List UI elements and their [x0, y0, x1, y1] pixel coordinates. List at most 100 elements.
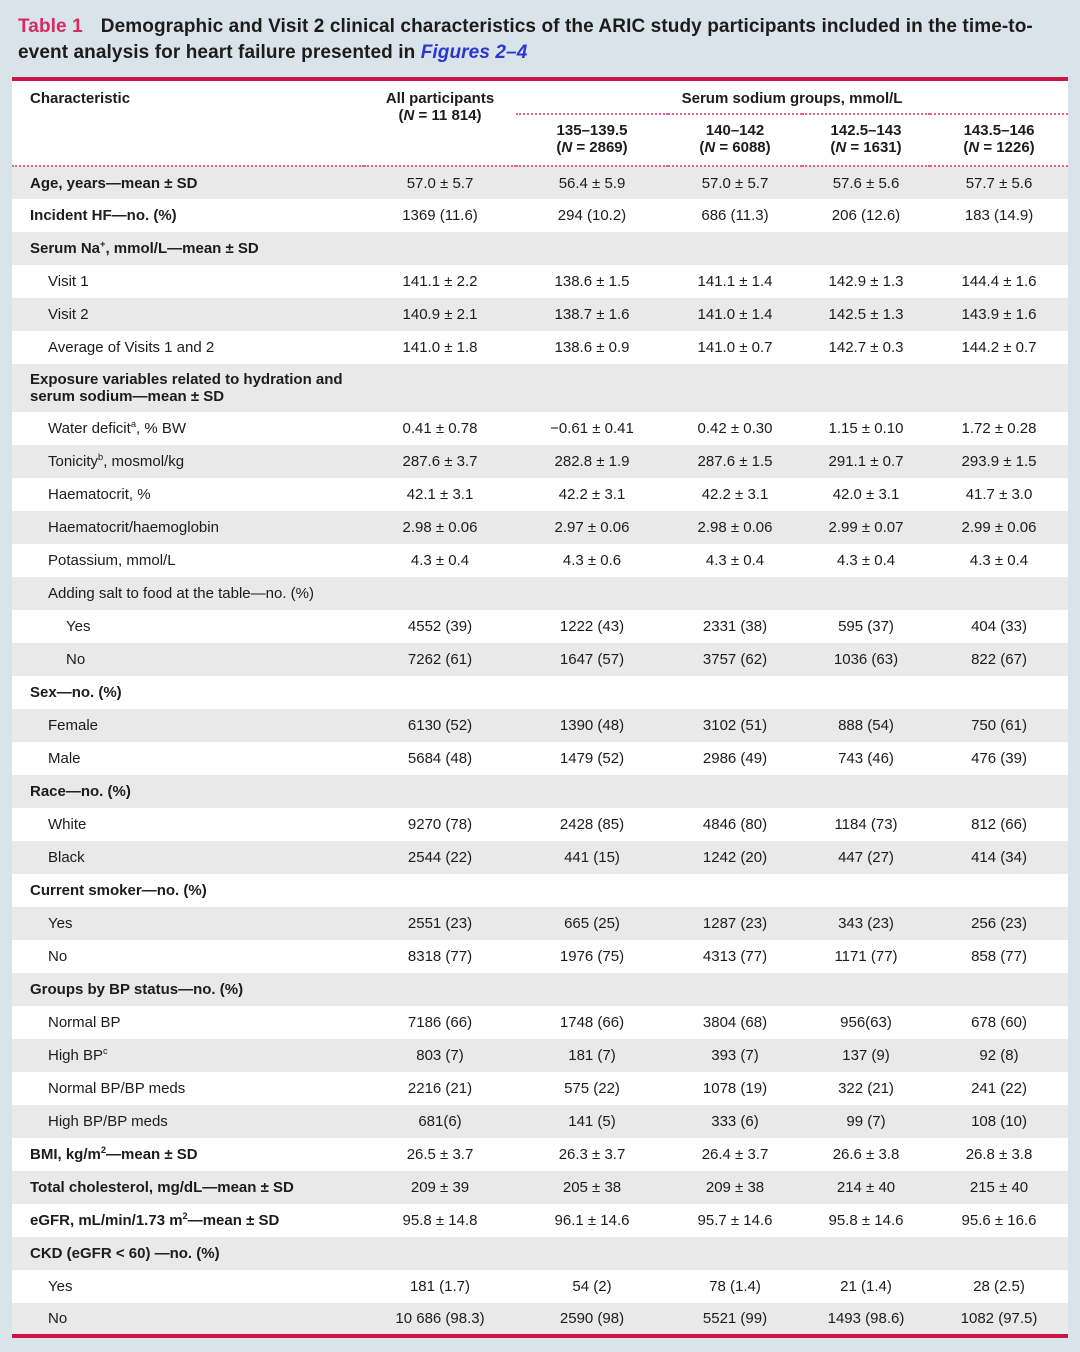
label-superscript: 2 — [100, 1145, 107, 1156]
row-label: Black — [48, 849, 85, 867]
value-cell: 1479 (52) — [559, 750, 625, 768]
value-cell: 2551 (23) — [407, 915, 473, 933]
table-body: Age, years—mean ± SD 57.0 ± 5.7 56.4 ± 5.9… — [12, 166, 1069, 1337]
value-cell: 28 (2.5) — [973, 1278, 1025, 1296]
value-cell: 1036 (63) — [833, 651, 899, 669]
table-row: No 10 686 (98.3) 2590 (98) 5521 (99) 1493 (9… — [12, 1303, 1069, 1337]
value-cell: 4.3 ± 0.4 — [836, 552, 896, 570]
table-row: Sex—no. (%) — [12, 676, 1068, 709]
column-header-group-3: 142.5–143 (N = 1631) — [802, 114, 930, 168]
value-cell: 956(63) — [840, 1014, 892, 1032]
value-cell: 1078 (19) — [702, 1080, 768, 1098]
table-row: Total cholesterol, mg/dL—mean ± SD 209 ± … — [12, 1171, 1069, 1205]
value-cell: 4.3 ± 0.4 — [969, 552, 1029, 570]
value-cell: 686 (11.3) — [701, 207, 769, 225]
label-superscript: c — [103, 1046, 108, 1057]
value-cell: 812 (66) — [971, 816, 1027, 834]
table-row: White 9270 (78) 2428 (85) 4846 (80) 1184 (73… — [12, 808, 1068, 841]
value-cell: 5684 (48) — [407, 750, 473, 768]
table-row: Potassium, mmol/L 4.3 ± 0.4 4.3 ± 0.6 4.3 ±… — [12, 544, 1068, 577]
value-cell: 141.1 ± 2.2 — [402, 273, 478, 291]
label-superscript: + — [100, 239, 106, 250]
value-cell: 9270 (78) — [407, 816, 473, 834]
table-row: Yes 4552 (39) 1222 (43) 2331 (38) 595 (37) 40… — [12, 610, 1068, 643]
value-cell: 95.7 ± 14.6 — [697, 1212, 773, 1230]
value-cell: 144.4 ± 1.6 — [961, 273, 1037, 291]
value-cell: 42.1 ± 3.1 — [406, 486, 474, 504]
row-label: Normal BP — [48, 1014, 121, 1032]
value-cell: 803 (7) — [416, 1047, 464, 1065]
value-cell: 142.9 ± 1.3 — [828, 273, 904, 291]
value-cell: 4.3 ± 0.4 — [410, 552, 470, 570]
value-cell: 4.3 ± 0.6 — [562, 552, 622, 570]
table-row: Normal BP 7186 (66) 1748 (66) 3804 (68) 956(… — [12, 1006, 1068, 1039]
value-cell: 2590 (98) — [559, 1310, 625, 1328]
value-cell: 888 (54) — [838, 717, 894, 735]
value-cell: 95.6 ± 16.6 — [961, 1212, 1037, 1230]
value-cell: 1369 (11.6) — [402, 207, 478, 225]
row-label: Male — [48, 750, 81, 768]
value-cell: −0.61 ± 0.41 — [550, 420, 634, 438]
column-header-group-2: 140–142 (N = 6088) — [668, 114, 802, 168]
all-participants-label: All participants — [385, 90, 495, 108]
value-cell: 143.9 ± 1.6 — [961, 306, 1037, 324]
value-cell: 99 (7) — [846, 1113, 886, 1131]
value-cell: 141.0 ± 1.4 — [697, 306, 773, 324]
row-label: High BPc — [48, 1046, 108, 1065]
table-row: BMI, kg/m2—mean ± SD 26.5 ± 3.7 26.3 ± 3.7… — [12, 1138, 1068, 1171]
table-row: CKD (eGFR < 60) —no. (%) — [12, 1237, 1069, 1271]
value-cell: 2986 (49) — [702, 750, 768, 768]
value-cell: 3102 (51) — [702, 717, 768, 735]
column-header-all-participants: All participants (N = 11 814) — [364, 79, 516, 168]
row-label: Haematocrit/haemoglobin — [48, 519, 219, 537]
value-cell: 137 (9) — [842, 1047, 890, 1065]
characteristics-table: Characteristic All participants (N = 11 … — [12, 77, 1069, 1339]
value-cell: 4846 (80) — [702, 816, 768, 834]
value-cell: 1242 (20) — [702, 849, 768, 867]
value-cell: 78 (1.4) — [709, 1278, 761, 1296]
row-label: High BP/BP meds — [48, 1113, 168, 1131]
value-cell: 138.6 ± 1.5 — [554, 273, 630, 291]
column-header-group-4: 143.5–146 (N = 1226) — [930, 114, 1069, 168]
value-cell: 1171 (77) — [834, 948, 898, 966]
value-cell: 3757 (62) — [702, 651, 768, 669]
value-cell: 141 (5) — [568, 1113, 616, 1131]
table-row: Race—no. (%) — [12, 775, 1069, 809]
value-cell: 138.7 ± 1.6 — [554, 306, 630, 324]
value-cell: 743 (46) — [838, 750, 894, 768]
value-cell: 42.0 ± 3.1 — [832, 486, 900, 504]
value-cell: 1976 (75) — [559, 948, 625, 966]
value-cell: 287.6 ± 3.7 — [402, 453, 478, 471]
table-row: Average of Visits 1 and 2 141.0 ± 1.8 138.… — [12, 331, 1068, 364]
row-label: No — [48, 948, 68, 966]
table-row: eGFR, mL/min/1.73 m2—mean ± SD 95.8 ± 14.… — [12, 1204, 1068, 1237]
table-row: High BPc 803 (7) 181 (7) 393 (7) 137 (9) 92 (… — [12, 1039, 1069, 1073]
group-n: (N = 2869) — [556, 139, 628, 157]
table-row: Groups by BP status—no. (%) — [12, 973, 1069, 1007]
value-cell: 57.6 ± 5.6 — [832, 174, 900, 192]
value-cell: 2.99 ± 0.06 — [961, 519, 1037, 537]
value-cell: 181 (7) — [568, 1047, 616, 1065]
empty-cell — [364, 577, 1068, 610]
value-cell: 1222 (43) — [559, 618, 625, 636]
group-n: (N = 1226) — [963, 139, 1035, 157]
value-cell: 1.15 ± 0.10 — [828, 420, 904, 438]
table-row: No 8318 (77) 1976 (75) 4313 (77) 1171 (77) 85… — [12, 940, 1068, 973]
table-row: Yes 2551 (23) 665 (25) 1287 (23) 343 (23) 256… — [12, 907, 1069, 941]
value-cell: 322 (21) — [838, 1080, 894, 1098]
row-label: Visit 2 — [48, 306, 89, 324]
value-cell: 42.2 ± 3.1 — [558, 486, 626, 504]
empty-cell — [364, 775, 1068, 808]
row-label: Groups by BP status—no. (%) — [30, 981, 244, 999]
row-label: Yes — [66, 618, 91, 636]
value-cell: 214 ± 40 — [836, 1179, 896, 1197]
value-cell: 4.3 ± 0.4 — [705, 552, 765, 570]
value-cell: 4313 (77) — [702, 948, 768, 966]
value-cell: 441 (15) — [564, 849, 620, 867]
row-label: Tonicityb, mosmol/kg — [48, 452, 185, 471]
value-cell: 595 (37) — [838, 618, 894, 636]
empty-cell — [364, 973, 1068, 1006]
empty-cell — [364, 364, 1068, 412]
row-label: Potassium, mmol/L — [48, 552, 176, 570]
figures-link[interactable]: Figures 2–4 — [420, 41, 528, 63]
